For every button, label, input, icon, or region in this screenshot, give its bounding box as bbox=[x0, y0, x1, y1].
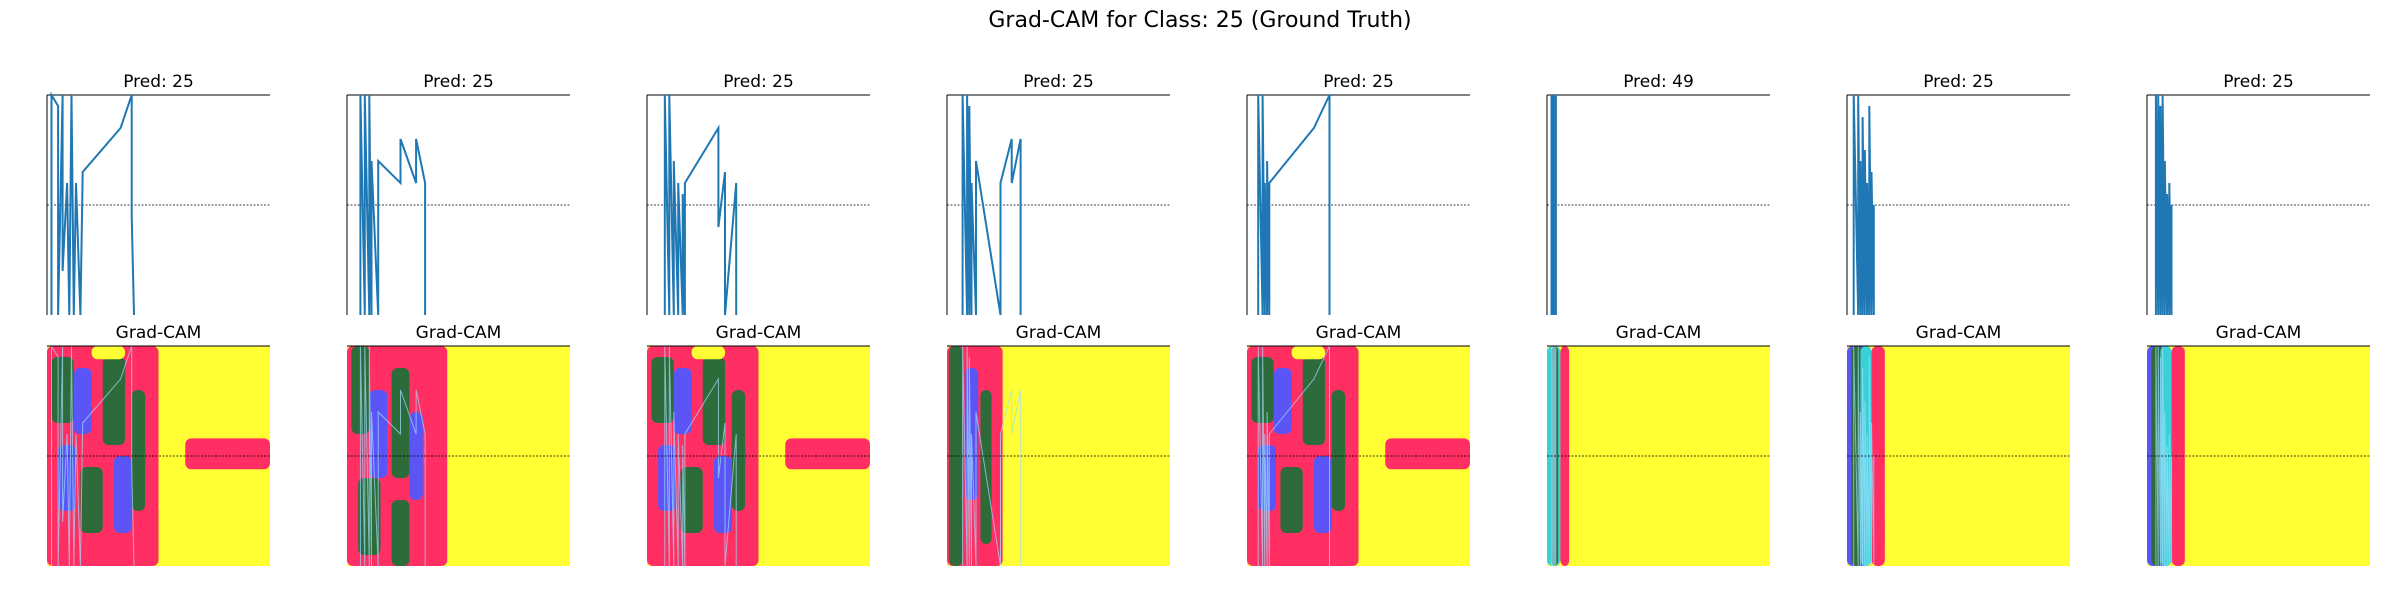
gradcam-activation-region bbox=[769, 489, 870, 566]
figure-title: Grad-CAM for Class: 25 (Ground Truth) bbox=[988, 8, 1412, 33]
prediction-series-line bbox=[50, 91, 135, 316]
gradcam-title: Grad-CAM bbox=[716, 323, 802, 343]
prediction-title: Pred: 25 bbox=[1023, 72, 1094, 92]
gradcam-title: Grad-CAM bbox=[1016, 323, 1102, 343]
prediction-title: Pred: 25 bbox=[1923, 72, 1994, 92]
gradcam-activation-region bbox=[651, 357, 674, 423]
gradcam-activation-region bbox=[1273, 368, 1292, 434]
gradcam-activation-region bbox=[91, 346, 126, 360]
gradcam-activation-region bbox=[1369, 489, 1470, 566]
gradcam-activation-region bbox=[1302, 357, 1326, 445]
prediction-series-line bbox=[961, 94, 1022, 316]
gradcam-overlay-line bbox=[1853, 345, 1875, 567]
gradcam-title: Grad-CAM bbox=[1916, 323, 2002, 343]
gradcam-activation-region bbox=[169, 489, 270, 566]
gradcam-activation-region bbox=[2171, 346, 2185, 566]
gradcam-overlay-line bbox=[664, 345, 737, 567]
gradcam-activation-region bbox=[169, 346, 270, 434]
gradcam-activation-region bbox=[131, 390, 146, 511]
prediction-title: Pred: 25 bbox=[2223, 72, 2294, 92]
prediction-series-line bbox=[2154, 94, 2173, 316]
panel-7: Pred: 25 Grad-CAM bbox=[1846, 72, 2070, 567]
gradcam-activation-region bbox=[1331, 390, 1346, 511]
gradcam-title: Grad-CAM bbox=[416, 323, 502, 343]
gradcam-activation-region bbox=[1280, 467, 1303, 533]
prediction-title: Pred: 25 bbox=[723, 72, 794, 92]
gradcam-title: Grad-CAM bbox=[116, 323, 202, 343]
gradcam-activation-region bbox=[113, 456, 132, 533]
gradcam-activation-region bbox=[1002, 346, 1170, 566]
gradcam-activation-region bbox=[673, 368, 692, 434]
prediction-series-line bbox=[359, 94, 427, 316]
gradcam-activation-region bbox=[1313, 456, 1332, 533]
gradcam-activation-region bbox=[731, 390, 746, 511]
prediction-title: Pred: 25 bbox=[423, 72, 494, 92]
gradcam-overlay-line bbox=[1257, 345, 1330, 567]
gradcam-activation-region bbox=[980, 390, 992, 544]
gradcam-activation-region bbox=[102, 357, 126, 445]
gradcam-activation-region bbox=[691, 346, 726, 360]
panel-4: Pred: 25 Grad-CAM bbox=[946, 72, 1170, 567]
prediction-title: Pred: 49 bbox=[1623, 72, 1694, 92]
gradcam-activation-region bbox=[1385, 438, 1470, 470]
prediction-title: Pred: 25 bbox=[123, 72, 194, 92]
gradcam-activation-region bbox=[1369, 346, 1470, 434]
gradcam-overlay-line bbox=[962, 345, 1022, 567]
prediction-series-line bbox=[663, 94, 738, 316]
gradcam-activation-region bbox=[1871, 346, 1885, 566]
gradcam-title: Grad-CAM bbox=[1616, 323, 1702, 343]
prediction-title: Pred: 25 bbox=[1323, 72, 1394, 92]
prediction-series-line bbox=[1257, 94, 1331, 316]
gradcam-activation-region bbox=[185, 438, 270, 470]
gradcam-title: Grad-CAM bbox=[2216, 323, 2302, 343]
panel-8: Pred: 25 Grad-CAM bbox=[2146, 72, 2370, 567]
gradcam-activation-region bbox=[785, 438, 870, 470]
gradcam-activation-region bbox=[391, 500, 410, 566]
gradcam-activation-region bbox=[409, 412, 423, 500]
panel-5: Pred: 25 Grad-CAM bbox=[1246, 72, 1470, 567]
gradcam-activation-region bbox=[80, 467, 103, 533]
gradcam-activation-region bbox=[680, 467, 703, 533]
gradcam-activation-region bbox=[769, 346, 870, 434]
panel-6: Pred: 49 Grad-CAM bbox=[1546, 72, 1770, 567]
gradcam-activation-region bbox=[702, 357, 726, 445]
gradcam-title: Grad-CAM bbox=[1316, 323, 1402, 343]
prediction-series-line bbox=[1550, 94, 1557, 316]
gradcam-activation-region bbox=[1291, 346, 1326, 360]
panel-3: Pred: 25 Grad-CAM bbox=[646, 72, 870, 567]
panel-1: Pred: 25 Grad-CAM bbox=[46, 72, 270, 567]
panel-2: Pred: 25 Grad-CAM bbox=[346, 72, 570, 567]
prediction-series-line bbox=[1852, 94, 1875, 316]
